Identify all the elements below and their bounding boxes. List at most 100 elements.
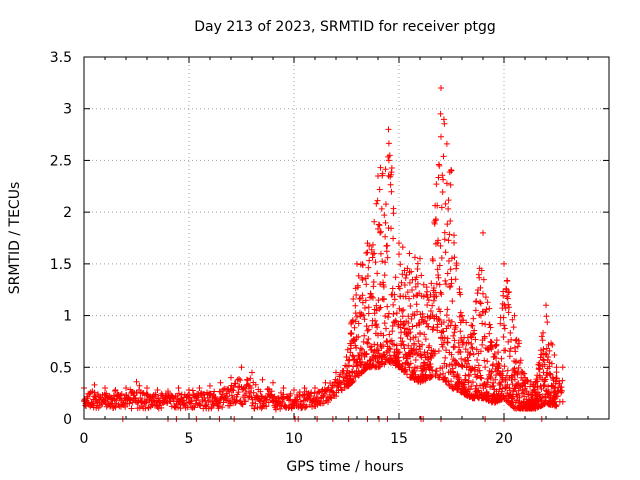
- data-point: [354, 282, 361, 289]
- data-point: [371, 250, 378, 257]
- data-point: [498, 355, 505, 362]
- data-point: [440, 328, 447, 335]
- data-point: [223, 390, 230, 397]
- data-point: [220, 387, 227, 394]
- data-point: [469, 331, 476, 338]
- data-point: [303, 403, 310, 410]
- data-point: [400, 306, 407, 313]
- data-point: [542, 350, 549, 357]
- data-point: [375, 347, 381, 354]
- data-point: [382, 325, 389, 332]
- data-point: [210, 402, 217, 409]
- data-point: [397, 318, 404, 325]
- data-point: [359, 276, 366, 283]
- data-point: [559, 398, 566, 405]
- x-tick-label: 15: [390, 431, 408, 447]
- data-point: [512, 385, 519, 392]
- data-point: [363, 323, 370, 330]
- data-point: [442, 200, 449, 207]
- data-point: [379, 258, 386, 265]
- data-point: [480, 229, 486, 236]
- data-point: [348, 330, 355, 337]
- data-point: [457, 349, 464, 356]
- data-point: [250, 389, 257, 396]
- data-point: [123, 384, 129, 391]
- data-point: [456, 344, 463, 351]
- data-point: [396, 285, 403, 292]
- data-point: [440, 176, 447, 183]
- data-point: [477, 382, 484, 389]
- data-point: [504, 367, 511, 374]
- data-point: [469, 345, 476, 352]
- data-point: [443, 312, 450, 319]
- data-point: [219, 404, 226, 411]
- data-point: [396, 251, 402, 258]
- y-tick-label: 0.5: [50, 360, 72, 376]
- data-point: [501, 363, 508, 370]
- data-point: [252, 400, 259, 407]
- data-point: [110, 392, 117, 399]
- x-tick-label: 0: [80, 431, 89, 447]
- data-point: [359, 262, 366, 269]
- data-point: [365, 336, 372, 343]
- data-point: [360, 312, 367, 319]
- data-point: [158, 404, 165, 411]
- data-points: [81, 85, 566, 422]
- data-point: [380, 332, 387, 339]
- data-point: [242, 398, 249, 405]
- data-point: [371, 218, 378, 225]
- data-point: [513, 358, 520, 365]
- data-point: [551, 352, 558, 359]
- data-point: [540, 357, 547, 364]
- data-point: [457, 328, 464, 335]
- data-point: [369, 241, 376, 248]
- data-point: [502, 376, 509, 383]
- data-point: [439, 189, 446, 196]
- data-point: [377, 250, 384, 257]
- data-point: [388, 165, 395, 172]
- data-point: [547, 395, 554, 402]
- data-point: [506, 387, 513, 394]
- data-point: [433, 293, 440, 300]
- data-point: [233, 397, 240, 404]
- data-point: [421, 331, 428, 338]
- data-point: [397, 335, 404, 341]
- data-point: [271, 393, 278, 400]
- data-point: [364, 327, 371, 334]
- data-point: [527, 383, 534, 390]
- data-point: [365, 326, 372, 333]
- data-point: [470, 315, 477, 322]
- data-point: [456, 285, 463, 292]
- data-point: [474, 356, 481, 363]
- data-point: [543, 313, 550, 320]
- data-point: [375, 172, 381, 179]
- data-point: [346, 362, 353, 369]
- data-point: [312, 384, 318, 391]
- data-point: [122, 403, 129, 410]
- data-point: [505, 309, 512, 316]
- data-point: [536, 366, 543, 373]
- data-point: [490, 353, 497, 360]
- data-point: [326, 389, 333, 396]
- data-point: [406, 364, 413, 371]
- data-point: [438, 204, 445, 211]
- data-point: [428, 373, 435, 380]
- data-point: [480, 290, 486, 297]
- data-point: [451, 239, 458, 246]
- data-point: [224, 393, 231, 400]
- data-point: [476, 274, 483, 281]
- data-point: [390, 235, 397, 242]
- data-point: [280, 384, 287, 391]
- data-point: [471, 330, 478, 337]
- data-point: [345, 357, 352, 364]
- data-point: [301, 384, 308, 391]
- data-point: [559, 364, 566, 371]
- data-point: [248, 384, 255, 391]
- data-point: [346, 373, 353, 380]
- data-point: [396, 240, 402, 247]
- x-tick-label: 10: [285, 431, 303, 447]
- data-point: [465, 357, 472, 364]
- data-point: [437, 110, 444, 117]
- data-point: [384, 254, 391, 261]
- data-point: [419, 341, 426, 348]
